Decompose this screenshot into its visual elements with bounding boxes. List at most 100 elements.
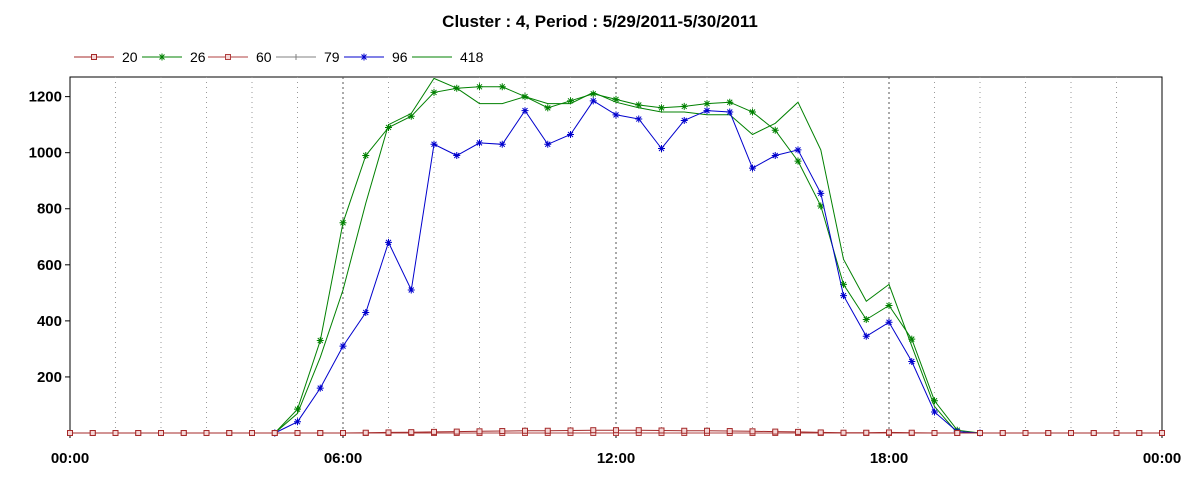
data-point [476,83,483,91]
legend-marker [360,53,368,61]
data-point [407,112,415,120]
data-point [954,430,961,436]
data-point [203,430,210,436]
x-tick-label: 00:00 [51,450,89,467]
legend-marker [225,54,231,60]
y-tick-label: 1200 [29,89,62,106]
data-point [817,202,825,210]
data-point [862,315,870,323]
data-point [817,189,825,197]
legend-label: 26 [190,49,206,65]
data-point [1159,430,1165,436]
data-point [680,116,688,124]
data-point [589,90,597,98]
data-point [294,405,301,413]
data-point [658,427,665,434]
data-point [749,428,756,435]
chart-title: Cluster : 4, Period : 5/29/2011-5/30/201… [442,12,758,31]
data-point [453,84,461,92]
data-point [522,427,528,434]
series-line [274,86,981,434]
data-point [249,430,255,436]
data-point [567,427,574,434]
data-point [589,97,597,105]
data-point [885,318,893,326]
data-point [1136,430,1143,436]
data-point [112,430,119,436]
data-point [635,115,643,123]
data-point [885,301,893,309]
data-point [771,151,779,159]
legend-swatch [412,56,452,58]
data-point [590,427,597,434]
data-point [521,93,529,101]
data-point [135,430,142,436]
data-point [931,408,938,416]
data-point [726,428,733,435]
data-point [339,342,347,350]
data-point [498,83,506,91]
data-point [931,397,938,405]
y-tick-label: 800 [37,201,62,218]
data-point [1068,430,1074,436]
data-point [681,427,688,434]
data-point [544,140,552,148]
legend-label: 96 [392,49,408,65]
data-point [476,139,483,147]
data-point [704,427,710,434]
data-point [999,430,1006,436]
data-point [908,429,915,436]
data-point [703,107,711,115]
data-point [658,144,665,152]
data-point [407,286,415,294]
data-point [817,429,824,436]
data-point [862,332,870,340]
data-point [431,428,437,435]
data-point [521,107,529,115]
x-tick-label: 18:00 [870,450,908,467]
data-point [294,430,301,436]
legend-swatch [208,54,248,60]
legend-label: 79 [324,49,340,65]
data-point [362,308,370,316]
series-line [274,77,980,434]
data-point [726,98,734,106]
data-point [567,130,574,138]
data-point [1022,430,1029,436]
legend-marker [293,54,299,60]
series-418 [274,77,980,434]
data-point [317,430,324,436]
data-point [794,146,802,154]
data-point [1090,430,1097,436]
data-point [430,140,438,148]
data-point [476,428,483,435]
data-point [385,429,392,436]
data-point [1113,430,1120,436]
legend-swatch [74,54,114,60]
x-tick-label: 06:00 [324,450,362,467]
data-point [931,430,938,436]
data-point [680,102,688,110]
y-tick-label: 1000 [29,145,62,162]
data-point [385,123,392,131]
legend-swatch [142,53,182,61]
legend-marker [158,53,166,61]
data-point [316,336,324,344]
data-point [635,101,643,109]
data-point [977,430,983,436]
plot-area [69,76,1163,434]
data-point [886,429,892,436]
data-point [158,430,164,436]
data-point [840,280,847,288]
data-point [794,157,802,165]
x-tick-label: 00:00 [1143,450,1181,467]
y-tick-label: 600 [37,257,62,274]
y-tick-label: 200 [37,369,62,386]
data-point [795,428,801,435]
data-point [316,384,324,392]
data-point [635,427,642,434]
data-point [703,100,711,108]
legend-swatch [344,53,384,61]
data-point [612,95,620,103]
